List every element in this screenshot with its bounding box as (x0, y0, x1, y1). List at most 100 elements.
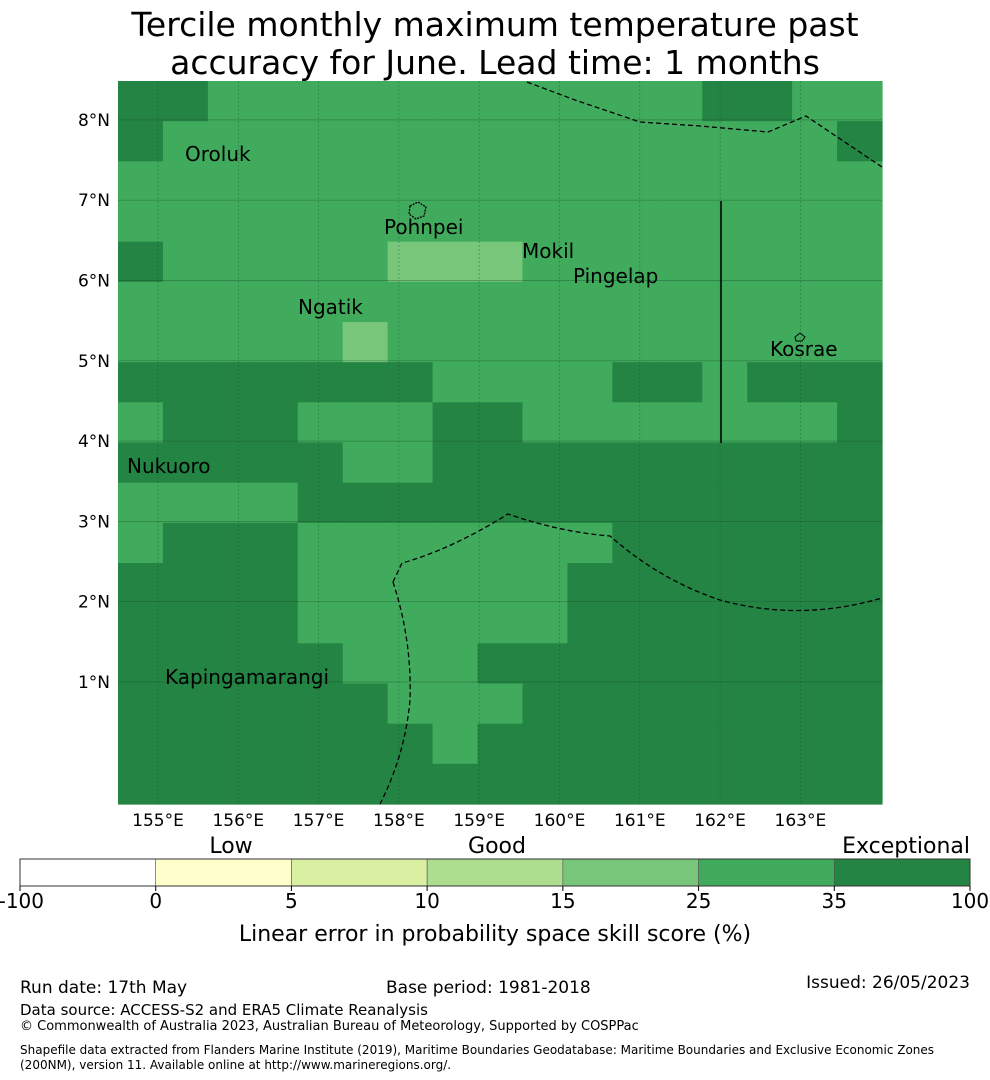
colorbar-segment (19, 858, 157, 887)
colorbar-tick-label: 5 (285, 889, 298, 913)
grid-cell (432, 563, 479, 604)
grid-cell (657, 81, 703, 122)
grid-cell (297, 241, 344, 283)
grid-cell (702, 322, 748, 363)
eez-boundaries (379, 81, 883, 805)
grid-cell (657, 482, 703, 524)
grid-cell (837, 563, 883, 604)
grid-cell (387, 683, 434, 725)
grid-cell (612, 121, 658, 162)
grid-cell (702, 482, 748, 524)
lat-tick-label: 8°N (78, 111, 110, 131)
grid-cell (567, 563, 613, 604)
grid-cell (747, 603, 793, 644)
place-label: Kosrae (770, 337, 838, 361)
grid-cell (297, 683, 344, 725)
grid-cell (747, 201, 793, 243)
grid-cell (342, 161, 389, 203)
grid-cell (702, 763, 748, 805)
copyright: © Commonwealth of Australia 2023, Austra… (20, 1019, 639, 1034)
grid-cell (477, 563, 524, 604)
grid-cell (297, 522, 344, 564)
grid-cell (702, 362, 748, 403)
colorbar-segment (833, 858, 971, 887)
grid-cell (432, 81, 479, 122)
grid-cell (612, 643, 658, 685)
lon-tick-label: 155°E (132, 811, 184, 831)
grid-cell (522, 121, 569, 162)
grid-cell (792, 81, 838, 122)
grid-cell (207, 763, 254, 805)
grid-cell (837, 121, 883, 162)
grid-cell (432, 522, 479, 564)
grid-cell (207, 281, 254, 323)
grid-cell (702, 241, 748, 283)
grid-cell (118, 442, 164, 484)
grid-cell (522, 563, 569, 604)
lon-tick-label: 159°E (453, 811, 505, 831)
grid-cell (342, 563, 389, 604)
grid-cell (252, 161, 299, 203)
colorbar-segment (291, 858, 428, 887)
grid-cell (522, 81, 569, 122)
grid-cell (522, 201, 569, 243)
grid-cell (792, 522, 838, 564)
grid-cell (567, 81, 613, 122)
grid-cell (702, 161, 748, 203)
grid-cell (837, 683, 883, 725)
grid-cell (432, 201, 479, 243)
grid-cell (207, 563, 254, 604)
latitude-ticks: 1°N 2°N 3°N 4°N 5°N 6°N 7°N 8°N (78, 111, 110, 693)
grid-cell (747, 563, 793, 604)
grid-cell (297, 362, 344, 403)
grid-cell (522, 482, 569, 524)
grid-cell (657, 281, 703, 323)
grid-cell (792, 241, 838, 283)
grid-cell (162, 563, 209, 604)
grid-cell (747, 241, 793, 283)
grid-cell (432, 402, 479, 444)
grid-cell (207, 362, 254, 403)
colorbar-tick-label: 100 (951, 889, 989, 913)
grid-cell (432, 442, 479, 484)
grid-cell (118, 482, 164, 524)
grid-cell (837, 763, 883, 805)
grid-cell (342, 723, 389, 765)
grid-cell (162, 281, 209, 323)
lat-tick-label: 1°N (78, 673, 110, 693)
grid-cell (387, 362, 434, 403)
grid-cell (387, 322, 434, 363)
grid-cell (162, 241, 209, 283)
grid-cell (432, 683, 479, 725)
grid-cell (657, 442, 703, 484)
grid-cell (567, 643, 613, 685)
grid-cell (612, 81, 658, 122)
grid-cell (657, 723, 703, 765)
grid-cell (747, 763, 793, 805)
grid-cell (387, 442, 434, 484)
colorbar-tick-label: 0 (149, 889, 162, 913)
grid-cell (432, 603, 479, 644)
issued-date: Issued: 26/05/2023 (806, 973, 970, 993)
grid-cell (792, 322, 838, 363)
grid-cell (792, 442, 838, 484)
grid-cell (162, 522, 209, 564)
skill-grid (118, 81, 883, 805)
grid-cell (118, 522, 164, 564)
grid-cell (118, 362, 164, 403)
grid-cell (522, 723, 569, 765)
grid-cell (477, 81, 524, 122)
colorbar-tick-label: 15 (550, 889, 575, 913)
colorbar-tick-label: 10 (414, 889, 439, 913)
grid-cell (837, 362, 883, 403)
grid-cell (567, 161, 613, 203)
legend-category-exceptional: Exceptional (842, 834, 970, 859)
grid-cell (207, 442, 254, 484)
grid-cell (207, 121, 254, 162)
lon-tick-label: 156°E (212, 811, 264, 831)
grid-cell (567, 723, 613, 765)
grid-cell (252, 81, 299, 122)
grid-cell (387, 281, 434, 323)
grid-cell (837, 161, 883, 203)
lat-tick-label: 2°N (78, 593, 110, 613)
